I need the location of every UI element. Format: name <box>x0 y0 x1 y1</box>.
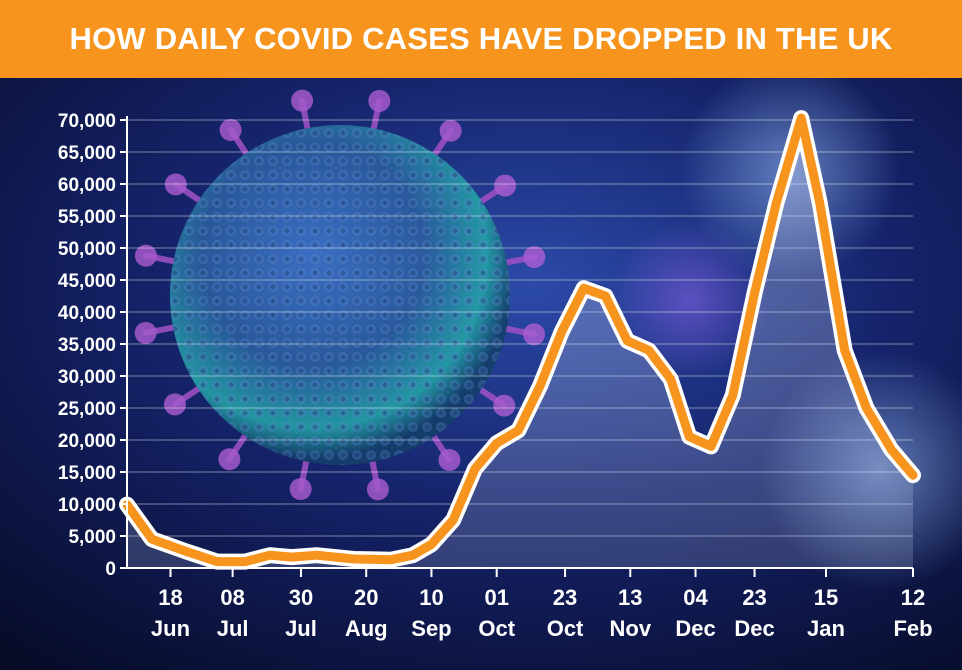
virus-spike-head <box>438 449 461 472</box>
y-tick-label: 10,000 <box>58 495 116 516</box>
y-tick-label: 20,000 <box>58 431 116 452</box>
x-tick-day-label: 08 <box>220 585 244 610</box>
x-tick-month-label: Dec <box>734 616 774 641</box>
y-tick-label: 5,000 <box>68 527 116 548</box>
virus-spike-head <box>523 323 546 346</box>
virus-spike-head <box>439 119 462 142</box>
x-tick-day-label: 23 <box>742 585 766 610</box>
y-tick-label: 45,000 <box>58 271 116 292</box>
virus-spike-head <box>289 478 312 501</box>
chart-plot: 0 5,000 10,000 15,000 20,000 25,000 30,000 35,0… <box>0 78 962 670</box>
virus-spikes <box>134 89 546 501</box>
y-tick-label: 60,000 <box>58 175 116 196</box>
y-tick-label: 65,000 <box>58 143 116 164</box>
y-tick-label: 25,000 <box>58 399 116 420</box>
x-tick-month-label: Oct <box>547 616 584 641</box>
area-fill <box>127 118 913 568</box>
x-tick-month-label: Nov <box>610 616 652 641</box>
y-tick-label: 55,000 <box>58 207 116 228</box>
title-banner: HOW DAILY COVID CASES HAVE DROPPED IN TH… <box>0 0 962 78</box>
glow-highlight <box>610 220 770 380</box>
x-tick-month-label: Sep <box>411 616 451 641</box>
x-tick-day-label: 01 <box>484 585 508 610</box>
x-tick-day-label: 20 <box>354 585 378 610</box>
y-tick-label: 15,000 <box>58 463 116 484</box>
y-tick-label: 30,000 <box>58 367 116 388</box>
x-tick-day-label: 12 <box>901 585 925 610</box>
x-tick-month-label: Jun <box>151 616 190 641</box>
virus-spike-head <box>368 89 391 112</box>
virus-spike-head <box>366 478 389 501</box>
x-tick-day-label: 15 <box>814 585 838 610</box>
x-tick-month-label: Jul <box>285 616 317 641</box>
x-tick-day-label: 13 <box>618 585 642 610</box>
virus-spike-head <box>523 246 546 269</box>
virus-spike-head <box>291 89 314 112</box>
virus-spike-head <box>164 173 187 196</box>
x-tick-month-label: Feb <box>893 616 932 641</box>
series-line <box>122 113 918 567</box>
y-tick-label: 50,000 <box>58 239 116 260</box>
y-tick-label: 40,000 <box>58 303 116 324</box>
virus-spike-head <box>494 174 517 197</box>
axes <box>126 116 913 569</box>
x-tick-month-label: Jan <box>807 616 845 641</box>
x-tick-month-label: Dec <box>675 616 715 641</box>
virus-spike-head <box>219 118 242 141</box>
x-tick-day-label: 18 <box>158 585 182 610</box>
virus-spike-head <box>134 244 157 267</box>
virus-spike-head <box>163 393 186 416</box>
x-tick-month-label: Oct <box>478 616 515 641</box>
virus-spike-head <box>493 394 516 417</box>
virus-illustration <box>134 89 546 501</box>
x-axis-ticks: 18 Jun 08 Jul 30 Jul 20 Aug 10 Sep 01 Oct 23 Oct 13 Nov… <box>151 568 933 641</box>
chart-title: HOW DAILY COVID CASES HAVE DROPPED IN TH… <box>69 21 893 56</box>
y-tick-label: 35,000 <box>58 335 116 356</box>
x-tick-day-label: 23 <box>553 585 577 610</box>
x-tick-day-label: 04 <box>683 585 708 610</box>
y-tick-label: 70,000 <box>58 111 116 132</box>
virus-spike-head <box>218 448 241 471</box>
x-tick-day-label: 10 <box>419 585 443 610</box>
x-tick-day-label: 30 <box>289 585 313 610</box>
x-tick-month-label: Aug <box>345 616 388 641</box>
virus-spike-head <box>134 321 157 344</box>
y-axis-ticks: 0 5,000 10,000 15,000 20,000 25,000 30,000 35,0… <box>58 111 127 580</box>
x-tick-month-label: Jul <box>217 616 249 641</box>
y-tick-label: 0 <box>105 559 116 580</box>
